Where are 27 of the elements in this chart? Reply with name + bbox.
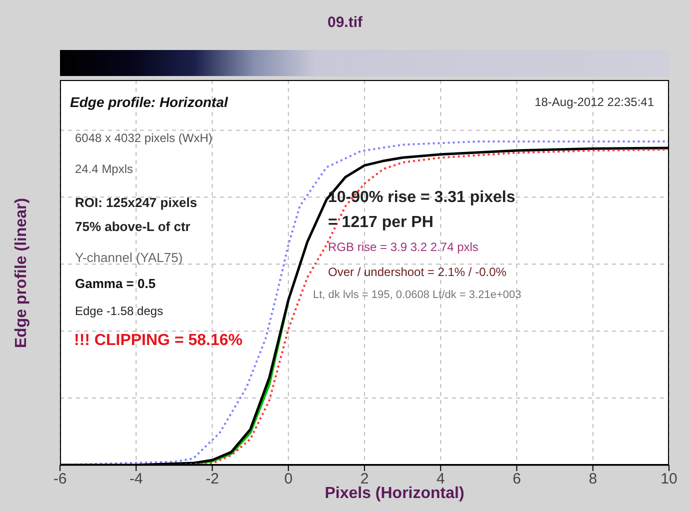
annotation: ROI: 125x247 pixels [75, 195, 198, 210]
annotation: 24.4 Mpxls [75, 162, 134, 176]
chart-title: 09.tif [326, 14, 364, 31]
annotation: Over / undershoot = 2.1% / -0.0% [328, 265, 506, 279]
annotation: RGB rise = 3.9 3.2 2.74 pxls [328, 240, 478, 254]
annotation: Lt, dk lvls = 195, 0.0608 Lt/dk = 3.21e+003 [313, 289, 522, 301]
annotation: 6048 x 4032 pixels (WxH) [75, 131, 212, 145]
annotation: Gamma = 0.5 [75, 276, 156, 291]
annotation: Y-channel (YAL75) [75, 250, 183, 265]
y-axis-title: Edge profile (linear) [13, 197, 31, 348]
x-axis-title: Pixels (Horizontal) [324, 485, 464, 502]
annotation: !!! CLIPPING = 58.16% [74, 332, 242, 350]
x-tick-label: -2 [206, 470, 219, 488]
text: 18-Aug-2012 22:35:41 [534, 95, 654, 109]
x-tick-label: 0 [284, 470, 293, 488]
x-tick-label: 10 [660, 470, 678, 488]
annotation: 75% above-L of ctr [75, 219, 190, 234]
annotation: = 1217 per PH [328, 214, 434, 232]
annotation: Edge -1.58 degs [75, 304, 164, 318]
x-tick-label: 4 [436, 470, 445, 488]
chart-subtitle: Edge profile: Horizontal [70, 94, 228, 110]
x-tick-label: 6 [512, 470, 521, 488]
annotation: 10-90% rise = 3.31 pixels [328, 189, 516, 207]
x-tick-label: 8 [588, 470, 598, 488]
x-tick-label: 2 [360, 470, 369, 488]
x-tick-label: -6 [53, 470, 67, 488]
x-tick-label: -4 [129, 470, 143, 488]
